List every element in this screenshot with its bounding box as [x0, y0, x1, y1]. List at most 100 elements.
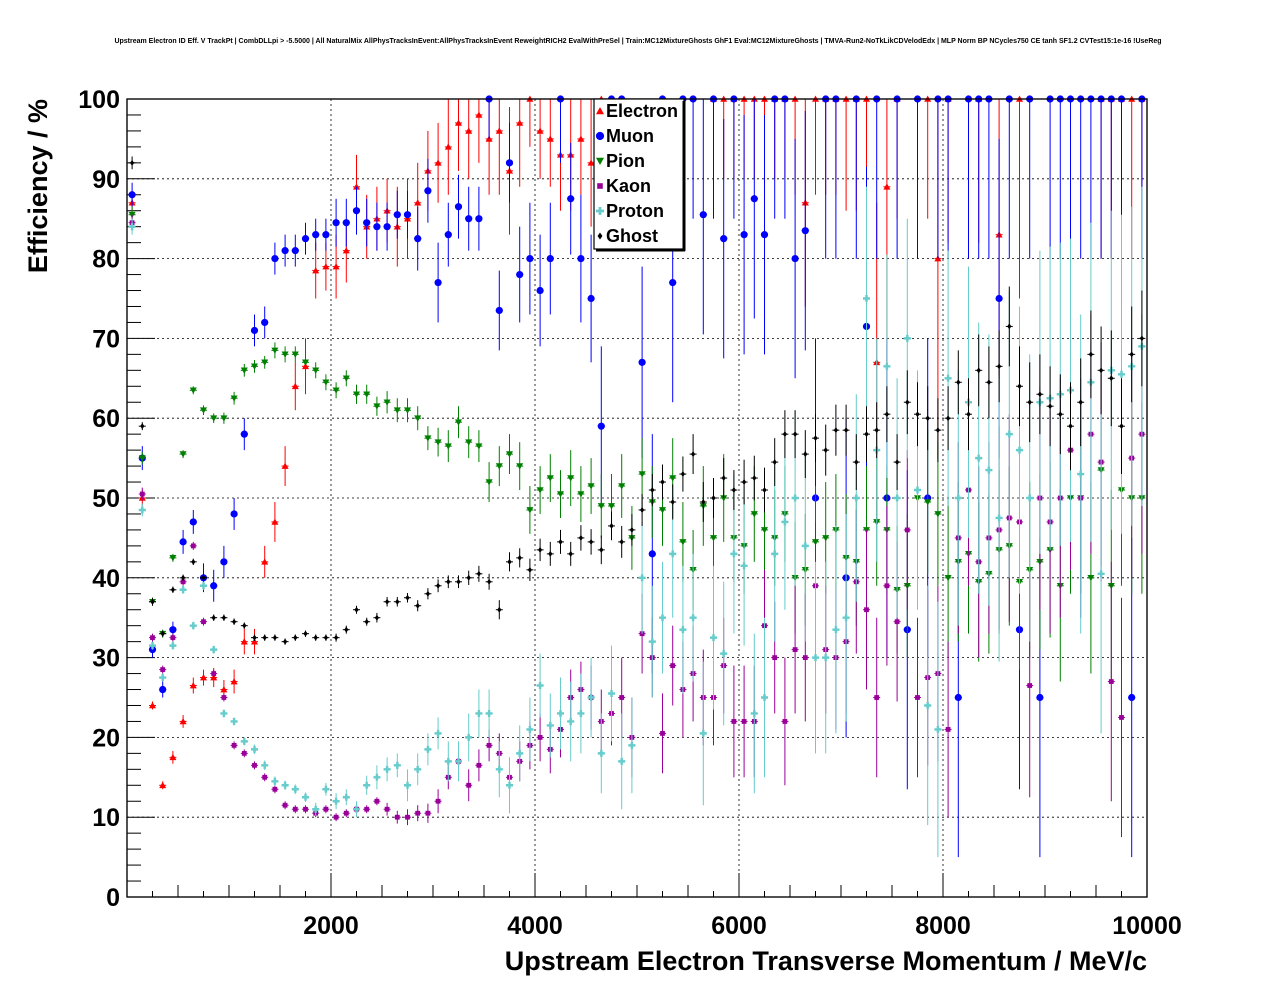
ghost-point [191, 558, 196, 565]
kaon-point [425, 810, 431, 816]
pion-point [465, 439, 473, 446]
legend: Electron Muon Pion Kaon Proton Ghost [593, 98, 686, 252]
proton-point [1118, 370, 1125, 378]
ghost-point [374, 614, 379, 621]
muon-point [383, 223, 391, 231]
muon-point [577, 255, 585, 263]
proton-point [791, 494, 799, 502]
pion-point [444, 443, 452, 450]
electron-point [179, 717, 187, 725]
ghost-point [487, 578, 492, 585]
legend-label-ghost: Ghost [606, 226, 658, 246]
pion-point [302, 359, 309, 366]
ghost-point [181, 574, 186, 581]
pion-point [210, 415, 218, 422]
proton-point [414, 765, 422, 773]
kaon-point [201, 619, 206, 625]
muon-point [424, 187, 432, 195]
muon-point [342, 219, 350, 227]
muon-point [332, 219, 340, 227]
electron-point [261, 558, 269, 565]
kaon-point [945, 727, 951, 732]
ghost-point [415, 602, 420, 609]
proton-point [740, 562, 748, 570]
muon-point [434, 278, 442, 287]
proton-point [648, 638, 656, 646]
kaon-point [884, 583, 890, 589]
ghost-point [211, 614, 216, 621]
muon-point [128, 191, 136, 199]
ghost-point [364, 618, 369, 625]
muon-point [444, 231, 452, 239]
electron-point [322, 263, 330, 270]
ghost-point [895, 459, 900, 466]
kaon-point [180, 579, 186, 585]
kaon-point [904, 527, 910, 533]
legend-marker-pion [596, 157, 604, 165]
proton-point [934, 725, 942, 733]
pion-point [373, 403, 381, 410]
pion-point [495, 463, 503, 470]
proton-point [750, 709, 758, 717]
pion-point [291, 351, 299, 358]
ghost-point [986, 379, 991, 386]
axis-ticks [126, 98, 1148, 898]
proton-point [1026, 494, 1034, 502]
kaon-point [537, 735, 543, 740]
legend-marker-muon [595, 131, 605, 141]
ghost-point [599, 546, 604, 553]
proton-point [200, 582, 207, 590]
proton-point [954, 494, 962, 502]
muon-point [546, 255, 554, 263]
proton-point [455, 757, 462, 765]
kaon-point [1027, 683, 1033, 688]
kaon-point [292, 806, 298, 812]
proton-point [261, 761, 269, 769]
kaon-point [333, 814, 339, 820]
ghost-point [446, 578, 451, 585]
proton-point [995, 514, 1003, 522]
pion-point [332, 387, 340, 394]
muon-point [750, 195, 758, 203]
kaon-point [394, 814, 400, 820]
proton-point [312, 805, 320, 813]
muon-point [567, 195, 575, 203]
ghost-point [1119, 423, 1124, 430]
electron-point [251, 638, 258, 645]
kaon-point [874, 695, 880, 700]
electron-point [312, 267, 320, 274]
electron-point [230, 678, 238, 685]
ghost-point [425, 590, 430, 597]
pion-point [597, 503, 605, 510]
ghost-point [935, 427, 940, 434]
kaon-point [190, 543, 196, 549]
y-tick-label: 40 [92, 565, 120, 593]
kaon-point [435, 798, 441, 804]
ghost-point [874, 427, 879, 434]
muon-point [322, 231, 330, 239]
proton-point [495, 765, 503, 773]
ghost-point [221, 614, 226, 621]
ghost-point [242, 622, 247, 629]
proton-point [322, 785, 330, 793]
pion-point [750, 511, 758, 518]
proton-point [689, 614, 697, 622]
pion-point [761, 527, 768, 534]
kaon-point [252, 762, 257, 768]
pion-point [618, 483, 626, 490]
pion-point [404, 407, 411, 414]
ghost-point [997, 363, 1002, 370]
muon-point [495, 306, 503, 315]
x-tick-label: 6000 [711, 912, 767, 940]
proton-point [699, 729, 707, 737]
ghost-point [1099, 367, 1104, 374]
proton-point [526, 725, 534, 733]
kaon-point [139, 491, 145, 497]
ghost-point [864, 431, 869, 438]
ghost-point [405, 594, 410, 601]
pion-point [679, 539, 687, 546]
kaon-point [160, 667, 166, 672]
ghost-point [650, 487, 655, 494]
muon-point [414, 235, 422, 243]
